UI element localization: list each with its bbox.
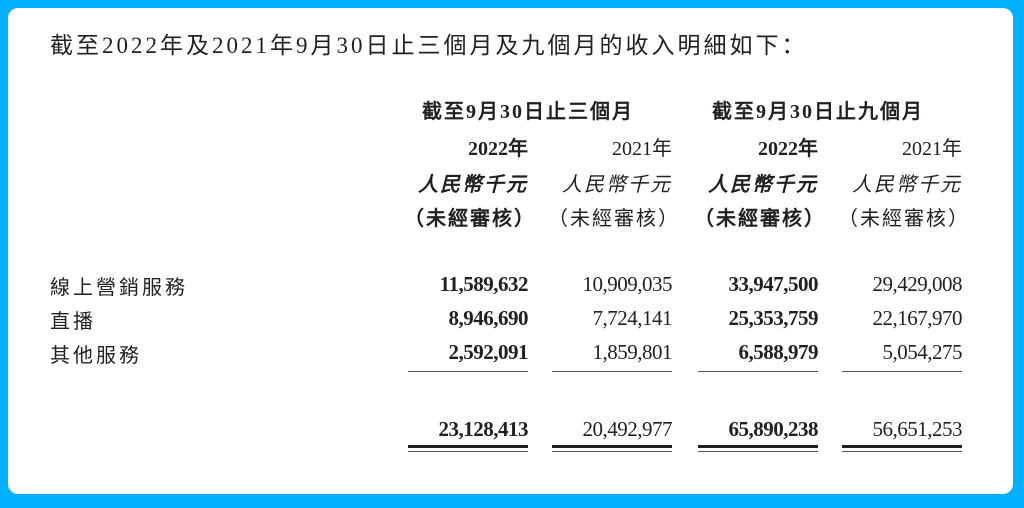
table-cell: 5,054,275 [882, 340, 963, 364]
subtotal-rule [698, 371, 818, 372]
column-unit: 人民幣千元 [708, 174, 818, 196]
total-double-rule [842, 451, 962, 452]
column-year: 2022年 [758, 138, 818, 160]
subtotal-rule [842, 371, 962, 372]
total-double-rule [552, 445, 672, 448]
table-cell: 7,724,141 [592, 306, 673, 330]
table-cell: 11,589,632 [439, 272, 529, 296]
row-label: 其他服務 [50, 345, 142, 367]
total-double-rule [842, 445, 962, 448]
table-cell: 10,909,035 [582, 272, 673, 296]
column-year: 2022年 [468, 138, 528, 160]
total-double-rule [698, 451, 818, 452]
total-cell: 56,651,253 [872, 417, 963, 441]
column-year: 2021年 [612, 138, 672, 160]
row-label: 直播 [50, 311, 96, 333]
table-cell: 22,167,970 [872, 306, 963, 330]
table-cell: 33,947,500 [728, 272, 819, 296]
column-note: （未經審核） [694, 208, 826, 230]
total-double-rule [552, 451, 672, 452]
table-cell: 25,353,759 [728, 306, 819, 330]
total-cell: 23,128,413 [438, 417, 529, 441]
subtotal-rule [408, 371, 528, 372]
document-frame [8, 8, 1013, 494]
table-cell: 29,429,008 [872, 272, 963, 296]
column-note: （未經審核） [838, 208, 970, 230]
total-cell: 65,890,238 [728, 417, 819, 441]
total-double-rule [408, 445, 528, 448]
column-unit: 人民幣千元 [562, 174, 672, 196]
total-double-rule [408, 451, 528, 452]
group-header-nine-months: 截至9月30日止九個月 [712, 101, 924, 123]
column-unit: 人民幣千元 [852, 174, 962, 196]
total-double-rule [698, 445, 818, 448]
table-cell: 6,588,979 [738, 340, 819, 364]
group-header-three-months: 截至9月30日止三個月 [422, 101, 634, 123]
column-note: （未經審核） [548, 208, 680, 230]
table-cell: 1,859,801 [592, 340, 673, 364]
column-note: （未經審核） [404, 208, 536, 230]
row-label: 線上營銷服務 [50, 277, 188, 299]
total-cell: 20,492,977 [582, 417, 673, 441]
column-year: 2021年 [902, 138, 962, 160]
subtotal-rule [552, 371, 672, 372]
table-cell: 8,946,690 [448, 306, 529, 330]
column-unit: 人民幣千元 [418, 174, 528, 196]
intro-text: 截至2022年及2021年9月30日止三個月及九個月的收入明細如下： [50, 33, 808, 58]
table-cell: 2,592,091 [448, 340, 529, 364]
